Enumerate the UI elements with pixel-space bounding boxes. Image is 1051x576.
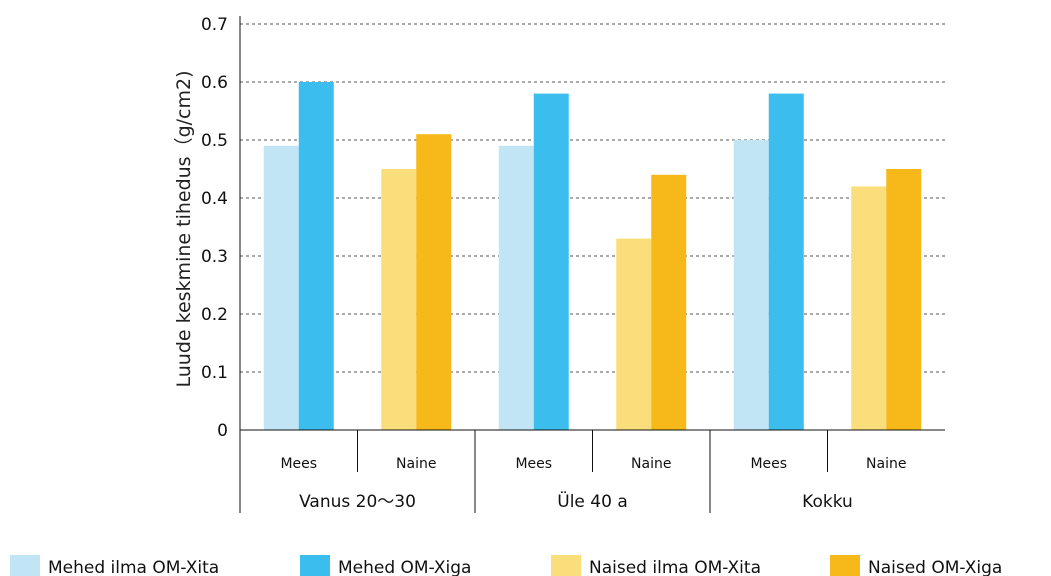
legend-label: Mehed ilma OM-Xita <box>48 558 219 576</box>
group-label: Vanus 20～30 <box>299 492 416 512</box>
y-tick-label: 0.3 <box>201 247 228 267</box>
legend: Mehed ilma OM-Xita Mehed OM-Xiga Naised il… <box>10 555 1002 576</box>
bar <box>886 169 922 430</box>
legend-swatch <box>300 555 330 576</box>
legend-label: Naised ilma OM-Xita <box>589 558 761 576</box>
legend-item: Mehed ilma OM-Xita <box>10 555 219 576</box>
y-axis-label: Luude keskmine tihedus（g/cm2) <box>173 71 195 388</box>
y-tick-label: 0.2 <box>201 305 228 325</box>
legend-swatch <box>10 555 40 576</box>
bar <box>616 238 652 430</box>
bar <box>498 145 534 431</box>
bar <box>851 186 887 430</box>
legend-swatch <box>551 555 581 576</box>
bar <box>263 145 299 431</box>
y-tick-label: 0.5 <box>201 131 228 151</box>
legend-item: Mehed OM-Xiga <box>300 555 471 576</box>
bar <box>298 82 334 430</box>
axes <box>239 16 945 513</box>
y-tick-label: 0.4 <box>201 189 228 209</box>
y-tick-label: 0.7 <box>201 15 228 35</box>
bar <box>651 174 687 430</box>
category-label: Mees <box>750 456 787 472</box>
legend-swatch <box>830 555 860 576</box>
bar <box>381 169 417 430</box>
category-label: Naine <box>631 456 671 472</box>
gridlines <box>240 23 945 373</box>
bar <box>416 134 452 430</box>
group-label: Üle 40 a <box>557 490 627 512</box>
group-label: Kokku <box>802 492 853 512</box>
bar <box>768 93 804 430</box>
category-label: Mees <box>280 456 317 472</box>
category-label: Naine <box>866 456 906 472</box>
x-axis-labels: Mees Naine Mees Naine Mees Naine Vanus 20～30 Ül… <box>280 456 906 512</box>
category-label: Naine <box>396 456 436 472</box>
legend-item: Naised OM-Xiga <box>830 555 1002 576</box>
category-label: Mees <box>515 456 552 472</box>
y-tick-labels: 0 0.1 0.2 0.3 0.4 0.5 0.6 0.7 <box>201 15 228 441</box>
y-tick-label: 0 <box>217 421 228 441</box>
legend-label: Mehed OM-Xiga <box>338 558 471 576</box>
y-tick-label: 0.1 <box>201 363 228 383</box>
bars <box>263 82 922 431</box>
y-tick-label: 0.6 <box>201 73 228 93</box>
bar <box>533 93 569 430</box>
legend-item: Naised ilma OM-Xita <box>551 555 761 576</box>
legend-label: Naised OM-Xiga <box>868 558 1002 576</box>
bar <box>733 140 769 430</box>
